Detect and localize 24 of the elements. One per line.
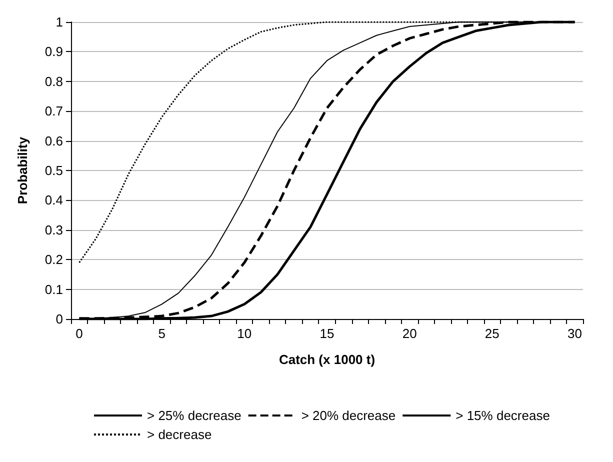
y-tick-label: 0.9 bbox=[44, 44, 63, 60]
y-tick-label: 1 bbox=[56, 14, 63, 30]
x-axis-title: Catch (x 1000 t) bbox=[278, 352, 376, 367]
x-tick-label: 5 bbox=[158, 326, 166, 341]
legend-label: > decrease bbox=[147, 427, 212, 442]
y-tick-label: 0 bbox=[56, 312, 63, 326]
y-tick-label: 0.4 bbox=[44, 192, 63, 208]
y-tick-label: 0.6 bbox=[44, 133, 63, 148]
y-tick-label: 0.2 bbox=[44, 252, 63, 268]
y-tick-label: 0.3 bbox=[44, 222, 63, 238]
legend-label: > 15% decrease bbox=[456, 408, 550, 423]
x-tick-label: 20 bbox=[402, 326, 417, 341]
y-axis-title: Probability bbox=[15, 136, 30, 204]
x-tick-label: 30 bbox=[568, 326, 582, 341]
y-tick-label: 0.8 bbox=[44, 74, 63, 89]
x-tick-label: 15 bbox=[320, 326, 334, 341]
legend-label: > 20% decrease bbox=[301, 408, 396, 423]
x-tick-label: 0 bbox=[76, 326, 83, 341]
x-tick-label: 25 bbox=[484, 326, 500, 341]
y-tick-label: 0.5 bbox=[44, 163, 63, 178]
y-tick-label: 0.7 bbox=[44, 104, 63, 119]
y-tick-label: 0.1 bbox=[44, 282, 63, 297]
legend-label: > 25% decrease bbox=[147, 408, 242, 423]
x-tick-label: 10 bbox=[237, 326, 252, 341]
